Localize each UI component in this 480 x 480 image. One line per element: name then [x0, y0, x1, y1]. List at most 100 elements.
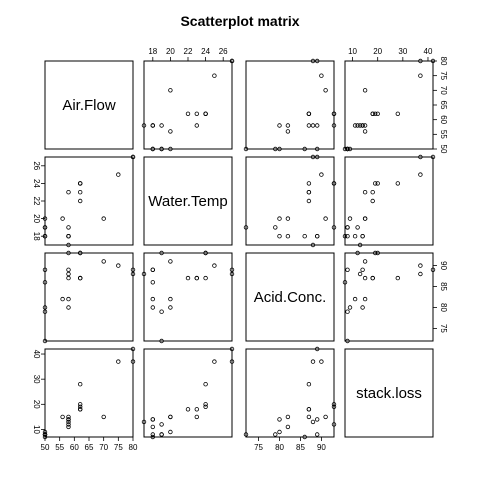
data-point	[66, 424, 71, 430]
data-point	[150, 280, 155, 285]
data-point	[203, 111, 208, 116]
data-point	[116, 359, 121, 364]
data-point	[345, 309, 350, 314]
data-point	[418, 58, 423, 64]
data-point	[229, 58, 235, 64]
data-point	[60, 216, 65, 221]
data-point	[347, 305, 353, 310]
data-point	[285, 414, 291, 420]
data-point	[130, 271, 136, 277]
data-point	[315, 346, 320, 352]
data-point	[347, 146, 353, 152]
panel-acid-conc-vs-acid-conc: Acid.Conc.	[245, 252, 335, 342]
panel-frame	[344, 156, 434, 246]
panel-frame	[143, 252, 233, 342]
data-point	[101, 414, 106, 420]
tick-label: 20	[32, 214, 41, 223]
tick-label: 50	[439, 145, 448, 154]
panel-frame	[143, 60, 233, 150]
data-point	[273, 146, 278, 152]
data-point	[342, 280, 348, 285]
tick-label: 40	[32, 350, 41, 359]
tick-label: 24	[32, 179, 41, 188]
variable-label-acid-conc: Acid.Conc.	[254, 289, 327, 306]
data-point	[302, 434, 307, 440]
data-point	[347, 216, 353, 221]
data-point	[168, 429, 173, 435]
tick-label: 65	[85, 443, 94, 452]
tick-label: 20	[373, 47, 382, 56]
panel-grid: Air.Flow Water.Temp Acid.Conc. stack.loss 50…	[32, 47, 448, 452]
data-point	[194, 111, 199, 116]
data-point	[243, 146, 249, 152]
data-point	[418, 263, 423, 268]
data-point	[194, 407, 199, 412]
panel-acid-conc-vs-water-temp	[141, 250, 235, 344]
data-point	[345, 338, 350, 344]
data-point	[141, 419, 147, 425]
data-point	[306, 123, 312, 128]
data-point	[66, 267, 71, 272]
data-point	[203, 250, 208, 256]
data-point	[315, 58, 320, 64]
variable-label-stack-loss: stack.loss	[356, 385, 422, 402]
panel-acid-conc-vs-stack-loss	[342, 250, 436, 344]
data-point	[362, 189, 368, 195]
data-point	[229, 271, 235, 277]
data-point	[273, 225, 278, 230]
y-axis-stack-loss: 10 20 30 40	[32, 350, 45, 434]
tick-label: 22	[184, 47, 193, 56]
data-point	[310, 419, 316, 425]
data-point	[77, 275, 83, 281]
tick-label: 85	[296, 443, 305, 452]
data-point	[229, 359, 235, 364]
data-point	[77, 181, 83, 186]
data-point	[168, 296, 173, 302]
data-point	[315, 233, 320, 239]
data-point	[159, 123, 164, 128]
variable-label-water-temp: Water.Temp	[148, 193, 227, 210]
data-point	[185, 275, 191, 281]
data-point	[212, 73, 217, 78]
data-point	[168, 414, 173, 420]
data-point	[285, 233, 291, 239]
tick-label: 10	[32, 425, 41, 434]
data-point	[185, 111, 191, 116]
data-point	[159, 146, 164, 152]
x-axis-stack-loss: 10 20 30 40	[348, 47, 433, 61]
data-point	[395, 275, 400, 281]
data-point	[159, 432, 164, 437]
data-point	[395, 181, 400, 186]
y-axis-water-temp: 18 20 22 24 26	[32, 161, 45, 241]
data-point	[130, 359, 136, 364]
data-point	[150, 424, 155, 430]
data-point	[277, 146, 282, 152]
data-point	[101, 216, 106, 221]
data-point	[375, 181, 380, 186]
data-point	[418, 73, 423, 78]
data-point	[130, 267, 136, 272]
data-point	[319, 359, 324, 364]
data-point	[277, 123, 282, 128]
data-point	[373, 181, 378, 186]
tick-label: 20	[166, 47, 175, 56]
data-point	[302, 233, 307, 239]
data-point	[66, 305, 71, 310]
data-point	[285, 129, 291, 134]
tick-label: 75	[254, 443, 263, 452]
data-point	[150, 434, 155, 440]
tick-label: 18	[148, 47, 157, 56]
tick-label: 75	[439, 324, 448, 333]
data-point	[101, 259, 106, 264]
data-point	[42, 280, 48, 285]
data-point	[315, 123, 320, 128]
data-point	[203, 404, 208, 409]
data-point	[285, 123, 291, 128]
data-point	[66, 417, 71, 422]
data-point	[306, 407, 312, 412]
panel-water-temp-vs-air-flow	[42, 154, 136, 248]
data-point	[42, 432, 48, 437]
data-point	[229, 346, 235, 352]
data-point	[150, 432, 155, 437]
data-point	[331, 111, 337, 116]
